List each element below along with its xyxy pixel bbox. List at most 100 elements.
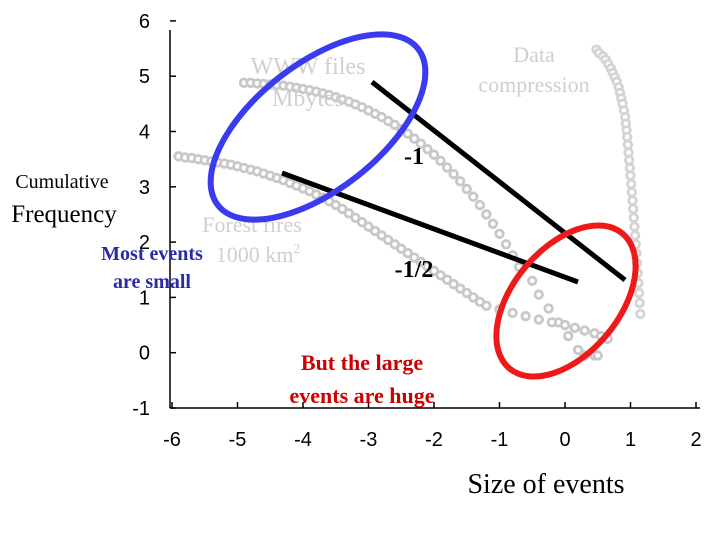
x-tick-label: -5 <box>229 429 247 451</box>
small-events-ellipse <box>207 31 429 223</box>
data-point <box>468 191 479 202</box>
data-point <box>627 203 639 215</box>
data-point <box>635 308 646 320</box>
data-point <box>634 297 645 309</box>
data-point <box>629 221 640 232</box>
data-point <box>409 133 420 144</box>
x-tick-label: -6 <box>163 429 181 451</box>
data-point <box>628 212 639 223</box>
data-point <box>626 187 638 198</box>
data-point <box>382 234 394 246</box>
x-tick-label: -4 <box>294 429 312 451</box>
slope-label-shallow: -1/2 <box>395 257 434 283</box>
data-point <box>428 149 440 160</box>
data-point <box>402 128 413 139</box>
data-point <box>396 243 407 254</box>
data-point <box>533 289 544 300</box>
data-point <box>563 330 574 342</box>
data-point <box>435 270 446 281</box>
data-point <box>592 350 603 361</box>
data-point <box>572 344 584 356</box>
series-label-fire-text: 1000 km <box>216 242 294 267</box>
data-point <box>455 176 466 187</box>
data-point <box>435 155 446 167</box>
data-point <box>422 143 433 155</box>
data-point <box>363 221 374 232</box>
y-tick-label: -1 <box>132 398 150 420</box>
series-label-www-line2: Mbytes <box>272 86 344 112</box>
series-0 <box>238 77 603 361</box>
data-point <box>356 216 368 228</box>
small-events-annotation-line1: Most events <box>101 243 203 265</box>
large-events-annotation-line2: events are huge <box>289 383 434 408</box>
y-axis-title-line1: Cumulative <box>15 171 108 193</box>
data-point <box>629 230 641 241</box>
y-tick-label: 6 <box>139 11 150 33</box>
data-point <box>468 292 479 303</box>
data-point <box>546 317 558 328</box>
x-ticks: -6 -5 -4 -3 -2 -1 0 1 2 <box>163 402 702 451</box>
data-point <box>487 218 499 230</box>
data-point <box>389 239 400 250</box>
data-point <box>441 162 453 173</box>
data-point <box>343 208 355 219</box>
data-point <box>422 261 433 272</box>
large-events-annotation-line1: But the large <box>301 350 423 375</box>
data-point <box>533 314 544 325</box>
series-label-data-line1: Data <box>513 42 555 67</box>
x-tick-label: 2 <box>690 429 701 451</box>
y-tick-label: 4 <box>139 122 150 144</box>
data-point <box>494 228 505 240</box>
x-axis-title: Size of events <box>467 469 624 500</box>
data-point <box>474 199 486 211</box>
y-tick-label: 3 <box>139 177 150 199</box>
y-tick-label: 0 <box>139 343 150 365</box>
x-tick-label: -1 <box>491 429 509 451</box>
data-point <box>559 319 571 331</box>
series-label-data-line2: compression <box>478 72 589 97</box>
data-point <box>461 287 472 299</box>
data-point <box>389 119 400 131</box>
data-point <box>507 307 518 319</box>
data-point <box>569 322 581 334</box>
data-point <box>627 195 638 206</box>
data-point <box>402 247 413 259</box>
x-tick-label: -2 <box>425 429 443 451</box>
data-point <box>448 278 459 290</box>
data-point <box>415 256 427 268</box>
y-ticks: -1 0 1 2 3 4 5 6 <box>132 11 176 420</box>
data-point <box>481 300 492 311</box>
data-point <box>481 209 492 220</box>
data-point <box>625 178 637 190</box>
y-tick-label: 5 <box>139 66 150 88</box>
data-point <box>376 230 387 241</box>
slope-label-steep: -1 <box>404 144 424 170</box>
large-events-ellipse <box>493 222 639 380</box>
series-label-fire-line2: 1000 km2 <box>216 242 301 267</box>
series-labels: WWW files Mbytes Forest fires 1000 km2 D… <box>202 42 589 267</box>
data-point <box>625 170 636 181</box>
x-tick-label: 0 <box>559 429 570 451</box>
x-tick-label: -3 <box>360 429 378 451</box>
y-axis-title-line2: Frequency <box>11 201 117 228</box>
data-point <box>350 212 361 223</box>
data-point <box>448 168 459 180</box>
data-point <box>409 252 420 263</box>
data-point <box>428 265 440 277</box>
small-events-annotation-line2: are small <box>113 271 191 293</box>
data-point <box>441 274 453 285</box>
data-point <box>633 287 645 299</box>
data-point <box>461 183 472 195</box>
data-point <box>579 325 590 336</box>
data-point <box>527 275 538 287</box>
data-point <box>369 225 381 237</box>
fit-lines <box>281 80 627 285</box>
data-point <box>455 283 466 294</box>
y-tick-label: 2 <box>139 232 150 254</box>
data-point <box>415 138 427 149</box>
data-point <box>543 303 554 314</box>
series-label-fire-sup: 2 <box>293 242 300 257</box>
data-point <box>337 203 348 215</box>
x-tick-label: 1 <box>625 429 636 451</box>
